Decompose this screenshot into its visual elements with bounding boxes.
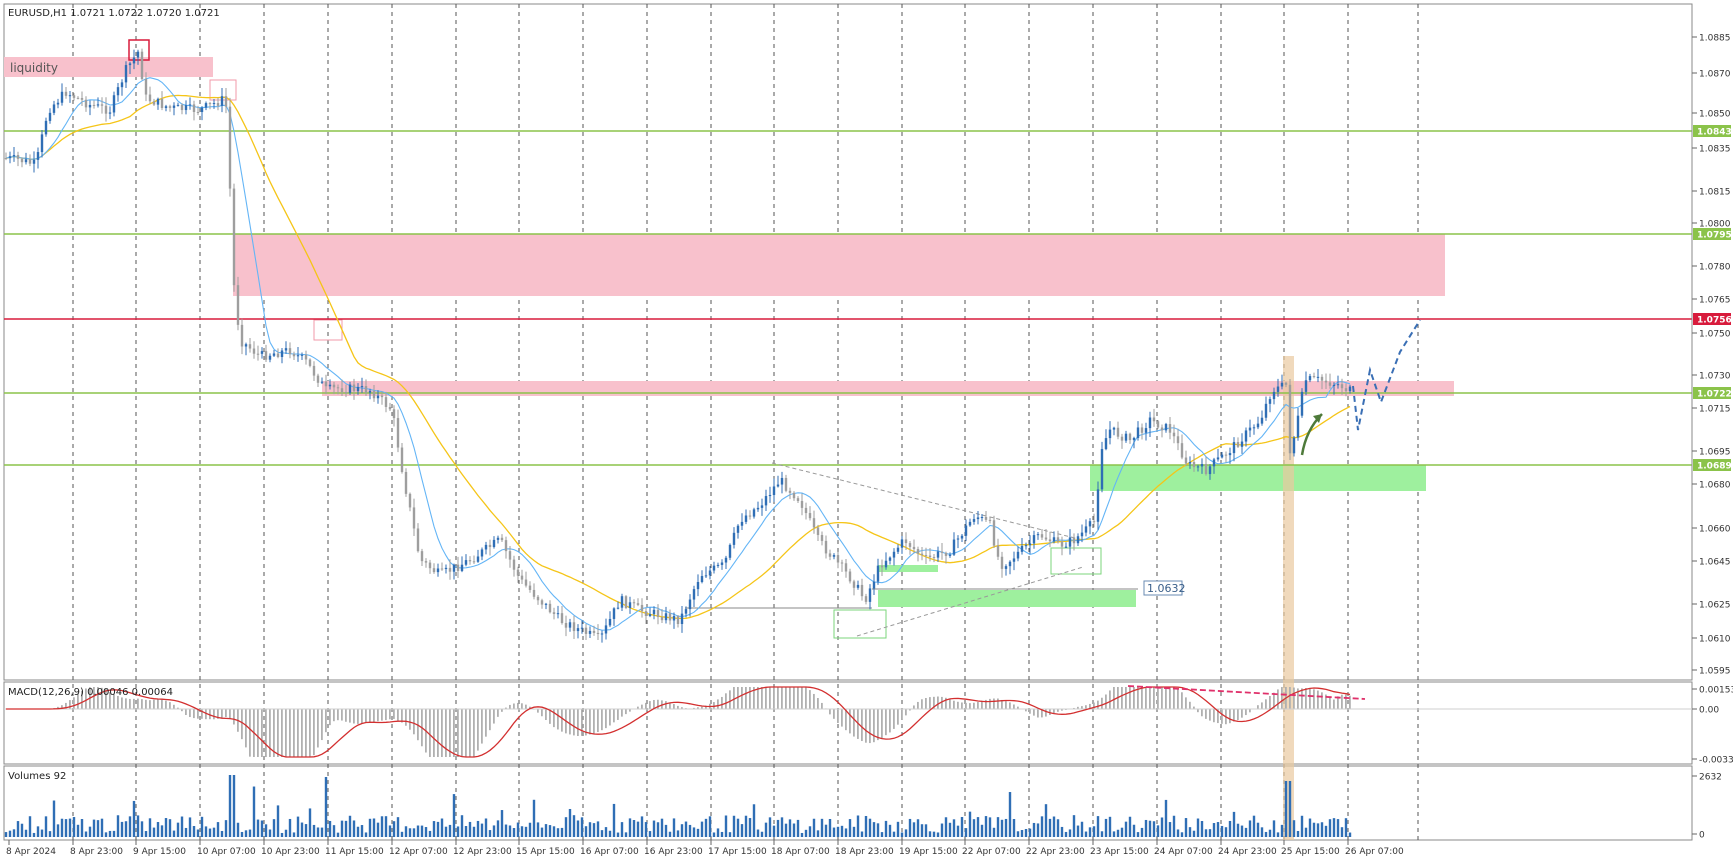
supply-zone-upper	[233, 234, 1445, 296]
volume-tick-label: 0	[1699, 831, 1705, 841]
time-tick-label: 22 Apr 23:00	[1026, 847, 1085, 857]
price-tick-label: 1.0870	[1699, 70, 1731, 80]
demand-zone-small	[878, 565, 938, 572]
highlight-box-green-1	[833, 609, 887, 639]
price-tick-label: 1.0680	[1699, 481, 1731, 491]
macd-label: MACD(12,26,9) 0.00046 0.00064	[8, 687, 173, 698]
volumes-label: Volumes 92	[8, 771, 66, 782]
price-tick-label: 1.0610	[1699, 635, 1731, 645]
price-tick-label: 1.0815	[1699, 188, 1731, 198]
price-marker	[1693, 459, 1731, 471]
price-tick-label: 1.0835	[1699, 145, 1731, 155]
price-tick-label: 1.0715	[1699, 405, 1731, 415]
price-axis[interactable]: 1.08851.08701.08501.08351.08151.08001.07…	[1691, 4, 1732, 680]
projection-path	[1352, 319, 1421, 431]
time-tick-label: 24 Apr 23:00	[1218, 847, 1277, 857]
highlight-box-green-2	[1050, 547, 1102, 575]
time-tick-label: 18 Apr 23:00	[835, 847, 894, 857]
time-tick-label: 10 Apr 23:00	[261, 847, 320, 857]
price-marker-label: 1.0795	[1697, 231, 1732, 241]
demand-zone-lower	[878, 590, 1136, 607]
time-tick-label: 16 Apr 23:00	[644, 847, 703, 857]
time-tick-label: 18 Apr 07:00	[771, 847, 830, 857]
time-tick-label: 8 Apr 23:00	[70, 847, 123, 857]
price-pane[interactable]	[3, 3, 1693, 681]
price-marker	[1693, 387, 1731, 399]
time-axis[interactable]: 8 Apr 2024 8 Apr 23:00 9 Apr 15:00 10 Apr 0…	[6, 840, 1404, 857]
volume-pane[interactable]	[3, 765, 1693, 841]
triangle-pattern	[771, 462, 1084, 637]
price-marker-label: 1.0722	[1697, 390, 1732, 400]
macd-tick-label: 0.00153	[1699, 686, 1733, 696]
highlight-box-top	[128, 39, 150, 61]
time-tick-label: 25 Apr 15:00	[1281, 847, 1340, 857]
horizontal-levels	[4, 130, 1692, 609]
macd-tick-label: -0.00339	[1699, 756, 1733, 766]
price-tick-label: 1.0885	[1699, 34, 1731, 44]
price-tick-label: 1.0800	[1699, 220, 1731, 230]
time-tick-label: 17 Apr 15:00	[708, 847, 767, 857]
price-tick-label: 1.0850	[1699, 110, 1731, 120]
level-1-0632-label: 1.0632	[1147, 582, 1186, 595]
impulse-arrow-head	[1313, 414, 1322, 423]
price-marker	[1693, 228, 1731, 240]
volume-bars	[4, 775, 1352, 837]
price-tick-label: 1.0695	[1699, 448, 1731, 458]
price-marker	[1693, 313, 1731, 325]
price-tick-label: 1.0595	[1699, 667, 1731, 677]
volume-tick-label: 2632	[1699, 773, 1722, 783]
macd-tick-label: 0.00	[1699, 706, 1719, 716]
candlesticks	[4, 48, 1352, 643]
symbol-label: EURUSD,H1 1.0721 1.0722 1.0720 1.0721	[8, 8, 220, 19]
price-tick-label: 1.0780	[1699, 263, 1731, 273]
price-tick-label: 1.0750	[1699, 330, 1731, 340]
time-tick-label: 22 Apr 07:00	[962, 847, 1021, 857]
price-tick-label: 1.0660	[1699, 525, 1731, 535]
price-tick-label: 1.0730	[1699, 372, 1731, 382]
liquidity-label: liquidity	[10, 61, 58, 75]
demand-zone-right	[1090, 465, 1426, 491]
price-tick-label: 1.0765	[1699, 296, 1731, 306]
volume-axis: 2632 0	[1692, 773, 1722, 841]
macd-histogram	[5, 687, 1351, 757]
liquidity-zone	[4, 57, 213, 77]
time-tick-label: 12 Apr 07:00	[389, 847, 448, 857]
price-tick-label: 1.0645	[1699, 558, 1731, 568]
time-tick-label: 9 Apr 15:00	[133, 847, 186, 857]
time-tick-label: 16 Apr 07:00	[580, 847, 639, 857]
time-tick-label: 10 Apr 07:00	[197, 847, 256, 857]
macd-axis: 0.00153 0.00 -0.00339	[1692, 686, 1733, 766]
time-tick-label: 26 Apr 07:00	[1345, 847, 1404, 857]
level-1-0632-box	[1143, 580, 1183, 596]
time-tick-label: 15 Apr 15:00	[516, 847, 575, 857]
time-tick-label: 23 Apr 15:00	[1090, 847, 1149, 857]
price-marker-label: 1.0843	[1697, 128, 1732, 138]
macd-signal-line	[6, 686, 1351, 758]
vertical-highlight-bar	[1283, 356, 1294, 840]
price-marker-label: 1.0689	[1697, 462, 1732, 472]
time-tick-label: 8 Apr 2024	[6, 847, 56, 857]
price-marker-label: 1.0756	[1697, 316, 1732, 326]
time-tick-label: 11 Apr 15:00	[325, 847, 384, 857]
time-tick-label: 24 Apr 07:00	[1154, 847, 1213, 857]
vertical-grid	[72, 4, 1419, 840]
time-tick-label: 19 Apr 15:00	[899, 847, 958, 857]
time-tick-label: 12 Apr 23:00	[453, 847, 512, 857]
price-marker	[1693, 125, 1731, 137]
price-tick-label: 1.0625	[1699, 601, 1731, 611]
macd-divergence-line	[1127, 685, 1366, 700]
